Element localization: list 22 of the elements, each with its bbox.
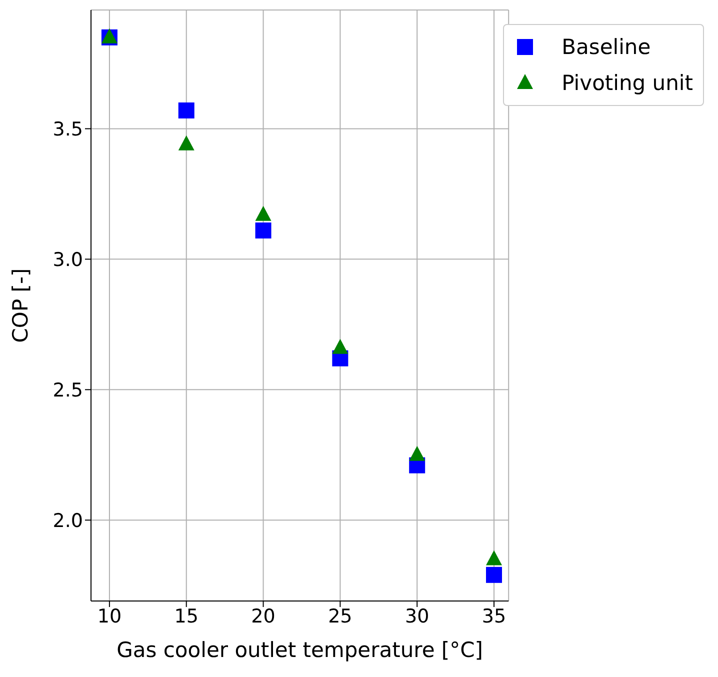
x-tick-label: 20 [251,605,276,628]
point [255,222,272,238]
legend-label: Pivoting unit [562,70,693,97]
x-tick-label: 30 [404,605,430,628]
point [409,446,426,461]
point [178,102,194,118]
point [255,206,272,221]
point [178,135,194,150]
legend-label: Baseline [562,34,651,61]
x-tick-label: 10 [97,605,122,628]
y-tick-label: 3.0 [52,248,83,271]
y-axis-title: COP [-] [8,268,32,343]
y-tick-label: 2.5 [52,379,83,402]
y-tick-label: 3.5 [52,118,83,140]
x-axis-title: Gas cooler outlet temperature [°C] [116,638,483,662]
point [332,338,348,354]
x-tick-label: 25 [328,605,352,628]
x-tick-label: 35 [482,605,506,628]
point [486,566,502,583]
point [486,550,502,566]
y-tick-label: 2.0 [52,510,83,532]
x-tick-label: 15 [174,605,198,628]
